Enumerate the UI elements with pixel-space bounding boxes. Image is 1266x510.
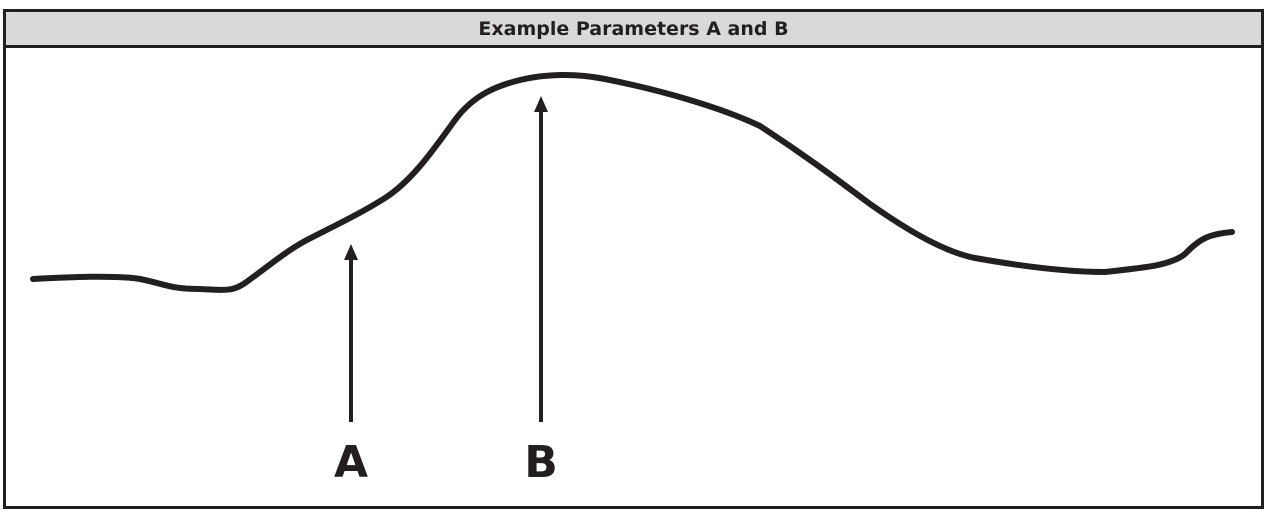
arrowhead-b-icon	[534, 96, 548, 112]
waveform-curve	[30, 72, 1235, 293]
diagram-frame: Example Parameters A and B	[3, 9, 1264, 509]
marker-b-label: B	[524, 437, 558, 488]
marker-a: A	[334, 244, 368, 488]
marker-b: B	[524, 96, 558, 488]
title-bar: Example Parameters A and B	[6, 12, 1261, 48]
arrowhead-a-icon	[344, 244, 358, 260]
diagram-title: Example Parameters A and B	[478, 17, 789, 40]
marker-a-label: A	[334, 437, 368, 488]
